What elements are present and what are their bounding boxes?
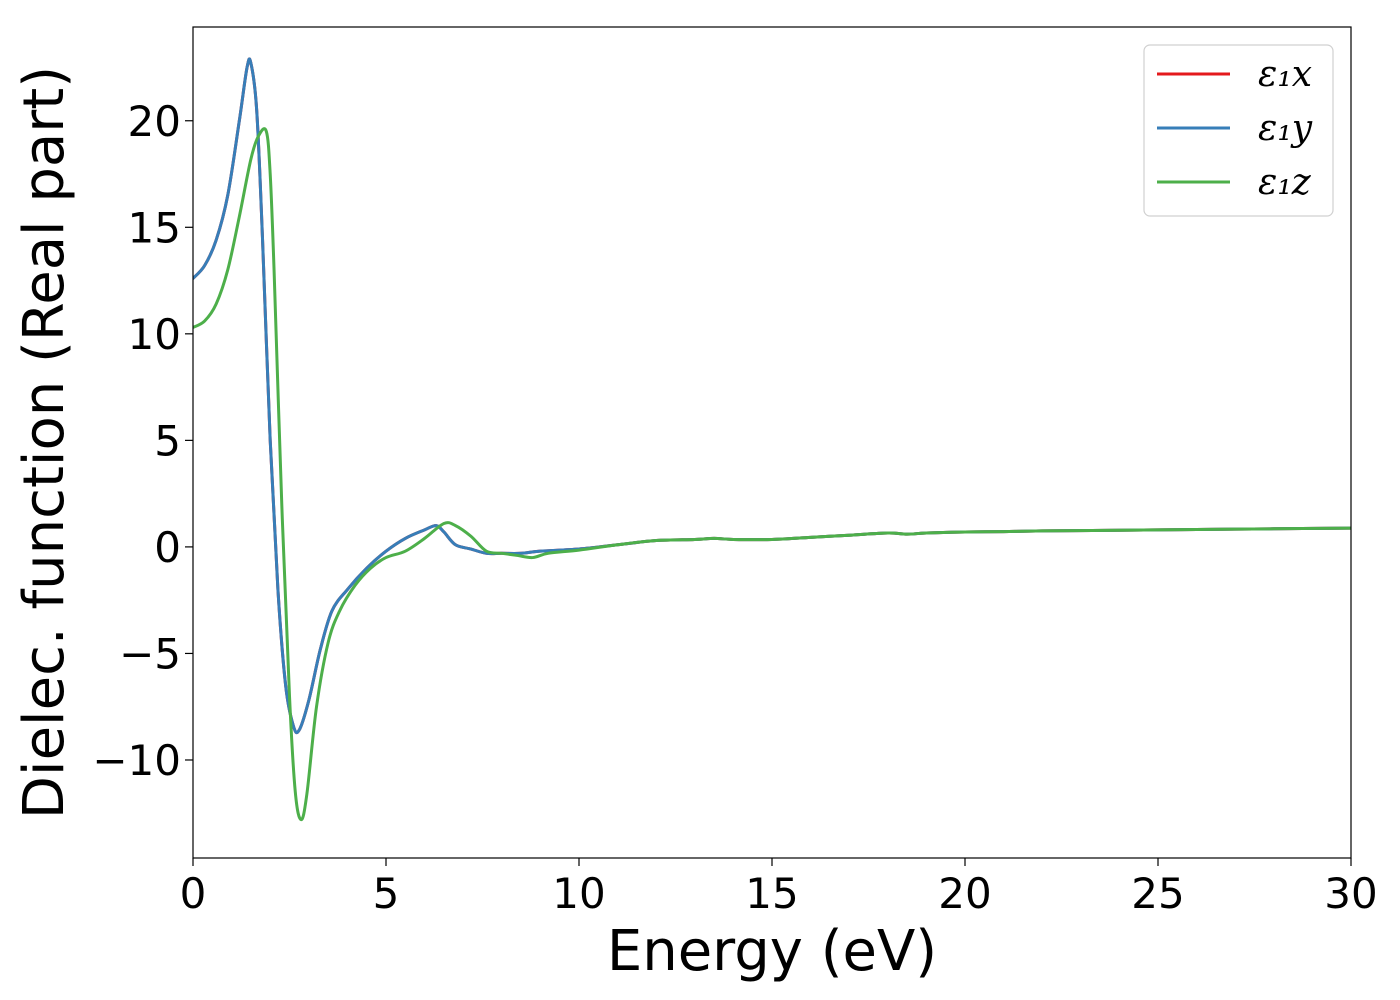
y-tick-label: 0 — [154, 523, 181, 572]
y-tick-label: 5 — [154, 416, 181, 465]
x-tick-label: 5 — [373, 869, 400, 918]
legend-label-3: ε₁z — [1258, 162, 1312, 203]
series-line-3 — [193, 127, 1351, 822]
y-axis-label: Dielec. function (Real part) — [12, 66, 77, 819]
x-axis: 0 5 10 15 20 25 30 — [180, 858, 1378, 918]
y-tick-label: 20 — [128, 97, 181, 146]
x-tick-label: 20 — [938, 869, 991, 918]
x-tick-label: 10 — [552, 869, 605, 918]
y-tick-label: −5 — [119, 629, 181, 678]
x-axis-label: Energy (eV) — [607, 919, 937, 984]
x-tick-label: 0 — [180, 869, 207, 918]
legend-label-1: ε₁x — [1258, 54, 1312, 95]
legend: ε₁x ε₁y ε₁z — [1143, 44, 1334, 217]
series-lines — [193, 57, 1351, 822]
y-tick-label: 10 — [128, 310, 181, 359]
x-tick-label: 15 — [745, 869, 798, 918]
legend-box — [1143, 44, 1334, 217]
y-tick-label: 15 — [128, 203, 181, 252]
x-tick-label: 25 — [1131, 869, 1184, 918]
y-tick-label: −10 — [92, 736, 181, 785]
x-tick-label: 30 — [1324, 869, 1377, 918]
y-axis: −10 −5 0 5 10 15 20 — [92, 97, 193, 785]
legend-label-2: ε₁y — [1258, 108, 1313, 149]
